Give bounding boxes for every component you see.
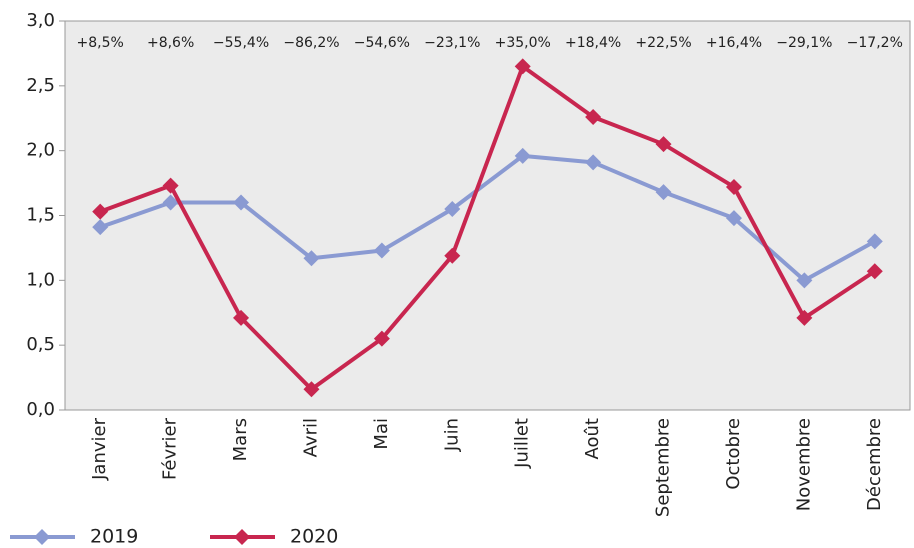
marker	[233, 309, 250, 326]
marker	[373, 242, 390, 259]
y-tick-label: 0,0	[26, 399, 55, 420]
x-tick-label: Juin	[441, 418, 462, 452]
y-tick-label: 0,5	[26, 334, 55, 355]
x-tick-label: Novembre	[793, 418, 814, 511]
annotation: +18,4%	[565, 35, 621, 51]
marker	[866, 233, 883, 250]
x-tick-label: Avril	[300, 418, 321, 457]
marker	[514, 147, 531, 164]
y-tick-label: 1,0	[26, 269, 55, 290]
marker	[796, 272, 813, 289]
marker	[162, 194, 179, 211]
marker	[444, 201, 461, 218]
marker	[585, 154, 602, 171]
x-tick-label: Janvier	[89, 417, 110, 480]
annotation: +8,5%	[77, 35, 124, 51]
x-tick-label: Septembre	[653, 418, 674, 517]
marker	[725, 210, 742, 227]
marker	[655, 184, 672, 201]
x-tick-label: Mars	[230, 418, 251, 461]
marker	[162, 177, 179, 194]
marker	[585, 108, 602, 125]
y-tick-label: 2,5	[26, 75, 55, 96]
marker	[303, 250, 320, 267]
annotation: −23,1%	[424, 35, 480, 51]
marker	[655, 136, 672, 153]
legend-label: 2020	[290, 526, 338, 548]
legend-marker	[234, 529, 250, 545]
marker	[303, 381, 320, 398]
plot-area	[64, 20, 911, 411]
y-tick-label: 3,0	[26, 10, 55, 31]
legend-marker	[34, 529, 50, 545]
x-tick-label: Mai	[371, 418, 392, 450]
marker	[796, 309, 813, 326]
marker	[725, 178, 742, 195]
annotation: −86,2%	[283, 35, 339, 51]
annotation: +16,4%	[706, 35, 762, 51]
annotation: −55,4%	[213, 35, 269, 51]
annotation: −54,6%	[354, 35, 410, 51]
series-line	[99, 153, 876, 283]
series-line	[99, 64, 876, 392]
annotation: −29,1%	[776, 35, 832, 51]
marker	[444, 247, 461, 264]
marker	[92, 203, 109, 220]
marker	[373, 330, 390, 347]
annotation: +22,5%	[635, 35, 691, 51]
marker	[233, 194, 250, 211]
y-tick-label: 1,5	[26, 205, 55, 226]
legend-label: 2019	[90, 526, 138, 548]
x-tick-label: Février	[160, 417, 181, 480]
marker	[514, 58, 531, 75]
x-tick-label: Juillet	[512, 418, 533, 469]
y-tick-label: 2,0	[26, 140, 55, 161]
marker	[92, 219, 109, 236]
annotation: −17,2%	[847, 35, 903, 51]
x-tick-label: Octobre	[723, 418, 744, 490]
x-tick-label: Août	[582, 418, 603, 459]
x-tick-label: Décembre	[864, 418, 885, 511]
annotation: +35,0%	[495, 35, 551, 51]
annotation: +8,6%	[147, 35, 194, 51]
marker	[866, 263, 883, 280]
